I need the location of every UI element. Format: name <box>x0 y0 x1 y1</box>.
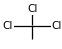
Text: Cl: Cl <box>2 21 13 31</box>
Text: Cl: Cl <box>52 21 62 31</box>
Text: Cl: Cl <box>27 4 37 14</box>
